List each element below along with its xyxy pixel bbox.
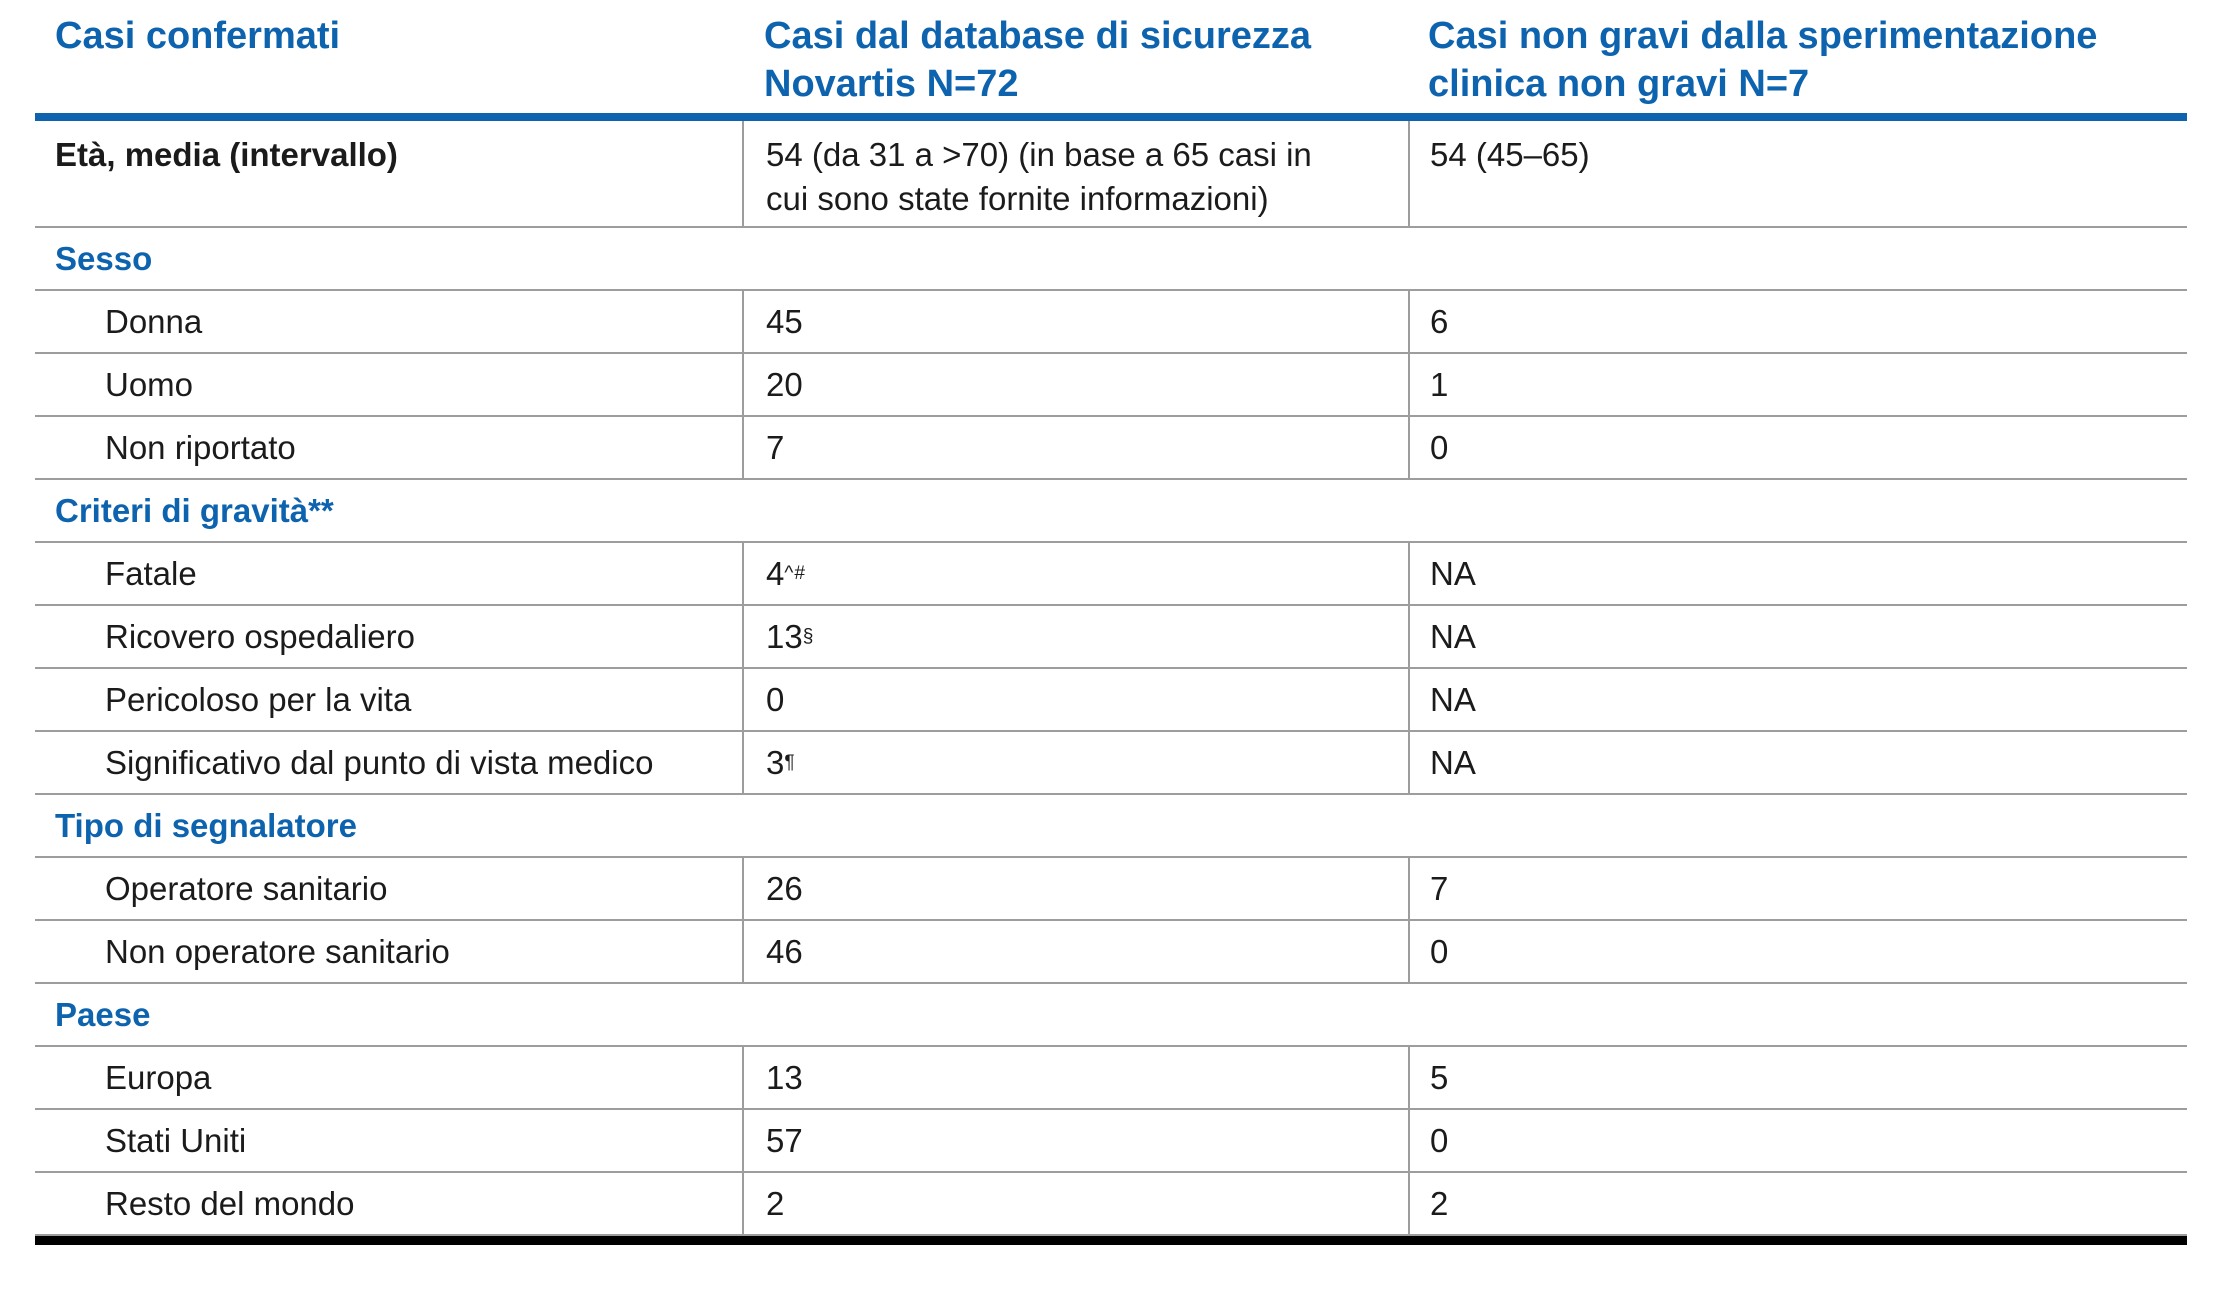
table-row: Fatale 4 ^# NA bbox=[35, 543, 2187, 606]
novartis-db-cell: 7 bbox=[742, 417, 1408, 478]
clinical-trial-cell: 54 (45–65) bbox=[1408, 121, 2187, 226]
novartis-db-cell: 4 ^# bbox=[742, 543, 1408, 604]
novartis-db-cell: 13 § bbox=[742, 606, 1408, 667]
table-bottom-rule bbox=[35, 1236, 2187, 1245]
confirmed-cases-table: Casi confermati Casi dal database di sic… bbox=[35, 0, 2187, 1245]
clinical-trial-cell: 5 bbox=[1408, 1047, 2187, 1108]
novartis-db-cell: 2 bbox=[742, 1173, 1408, 1234]
novartis-db-cell: 26 bbox=[742, 858, 1408, 919]
row-label: Età, media (intervallo) bbox=[55, 136, 398, 173]
row-label: Europa bbox=[105, 1058, 212, 1096]
section-header-row: Sesso bbox=[35, 228, 2187, 291]
section-title: Paese bbox=[55, 995, 151, 1033]
row-label: Uomo bbox=[105, 365, 194, 403]
novartis-db-cell: 0 bbox=[742, 669, 1408, 730]
row-label: Pericoloso per la vita bbox=[105, 680, 412, 718]
novartis-db-cell: 57 bbox=[742, 1110, 1408, 1171]
section-title: Sesso bbox=[55, 239, 153, 277]
table-row: Ricovero ospedaliero 13 § NA bbox=[35, 606, 2187, 669]
clinical-trial-cell: 0 bbox=[1408, 1110, 2187, 1171]
section-header-row: Tipo di segnalatore bbox=[35, 795, 2187, 858]
column-header-novartis-database: Casi dal database di sicurezza Novartis … bbox=[764, 15, 1312, 105]
clinical-trial-cell: NA bbox=[1408, 543, 2187, 604]
table-row: Non operatore sanitario 46 0 bbox=[35, 921, 2187, 984]
table-row: Pericoloso per la vita 0 NA bbox=[35, 669, 2187, 732]
clinical-trial-cell: 2 bbox=[1408, 1173, 2187, 1234]
section-title: Tipo di segnalatore bbox=[55, 806, 357, 844]
column-header-confirmed-cases: Casi confermati bbox=[55, 15, 341, 57]
table-row: Non riportato 7 0 bbox=[35, 417, 2187, 480]
novartis-db-cell: 46 bbox=[742, 921, 1408, 982]
novartis-db-cell: 13 bbox=[742, 1047, 1408, 1108]
row-label: Non riportato bbox=[105, 428, 296, 466]
clinical-trial-cell: NA bbox=[1408, 669, 2187, 730]
row-label: Stati Uniti bbox=[105, 1121, 247, 1159]
row-label: Non operatore sanitario bbox=[105, 932, 450, 970]
clinical-trial-cell: 1 bbox=[1408, 354, 2187, 415]
table-row: Uomo 20 1 bbox=[35, 354, 2187, 417]
clinical-trial-cell: 7 bbox=[1408, 858, 2187, 919]
clinical-trial-cell: 0 bbox=[1408, 921, 2187, 982]
row-label: Ricovero ospedaliero bbox=[105, 617, 416, 655]
column-header-clinical-trial: Casi non gravi dalla sperimentazione cli… bbox=[1428, 15, 2098, 105]
row-label: Fatale bbox=[105, 554, 197, 592]
table-row: Stati Uniti 57 0 bbox=[35, 1110, 2187, 1173]
row-label: Significativo dal punto di vista medico bbox=[105, 743, 654, 781]
table-row: Significativo dal punto di vista medico … bbox=[35, 732, 2187, 795]
novartis-db-cell: 54 (da 31 a >70) (in base a 65 casi in c… bbox=[742, 121, 1408, 226]
section-title: Criteri di gravità** bbox=[55, 491, 334, 529]
section-header-row: Paese bbox=[35, 984, 2187, 1047]
table-row: Età, media (intervallo) 54 (da 31 a >70)… bbox=[35, 121, 2187, 228]
row-label: Donna bbox=[105, 302, 203, 340]
clinical-trial-cell: NA bbox=[1408, 732, 2187, 793]
row-label: Resto del mondo bbox=[105, 1184, 355, 1222]
table-row: Operatore sanitario 26 7 bbox=[35, 858, 2187, 921]
table-row: Donna 45 6 bbox=[35, 291, 2187, 354]
clinical-trial-cell: 0 bbox=[1408, 417, 2187, 478]
novartis-db-cell: 45 bbox=[742, 291, 1408, 352]
novartis-db-cell: 20 bbox=[742, 354, 1408, 415]
clinical-trial-cell: 6 bbox=[1408, 291, 2187, 352]
clinical-trial-cell: NA bbox=[1408, 606, 2187, 667]
table-header-row: Casi confermati Casi dal database di sic… bbox=[35, 0, 2187, 113]
row-label: Operatore sanitario bbox=[105, 869, 388, 907]
table-row: Europa 13 5 bbox=[35, 1047, 2187, 1110]
table-row: Resto del mondo 2 2 bbox=[35, 1173, 2187, 1236]
novartis-db-cell: 3 ¶ bbox=[742, 732, 1408, 793]
section-header-row: Criteri di gravità** bbox=[35, 480, 2187, 543]
header-divider-rule bbox=[35, 113, 2187, 121]
